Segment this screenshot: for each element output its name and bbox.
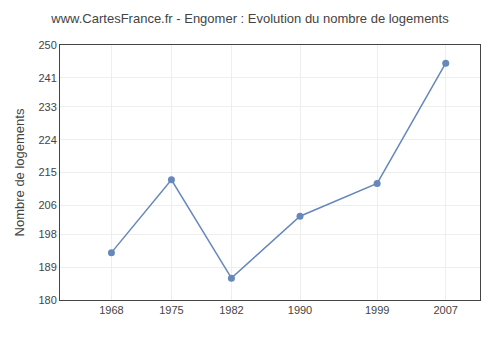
- svg-text:180: 180: [38, 294, 56, 306]
- svg-text:206: 206: [38, 199, 56, 211]
- svg-text:241: 241: [38, 72, 56, 84]
- svg-text:250: 250: [38, 39, 56, 51]
- svg-text:189: 189: [38, 261, 56, 273]
- svg-text:1968: 1968: [99, 304, 123, 316]
- svg-text:224: 224: [38, 134, 56, 146]
- svg-text:215: 215: [38, 166, 56, 178]
- svg-text:Nombre de logements: Nombre de logements: [12, 108, 27, 236]
- svg-text:1990: 1990: [288, 304, 312, 316]
- svg-text:198: 198: [38, 228, 56, 240]
- svg-text:1975: 1975: [159, 304, 183, 316]
- svg-text:1982: 1982: [219, 304, 243, 316]
- svg-text:www.CartesFrance.fr - Engomer: www.CartesFrance.fr - Engomer : Evolutio…: [50, 11, 449, 26]
- svg-text:2007: 2007: [433, 304, 457, 316]
- svg-text:233: 233: [38, 101, 56, 113]
- svg-text:1999: 1999: [365, 304, 389, 316]
